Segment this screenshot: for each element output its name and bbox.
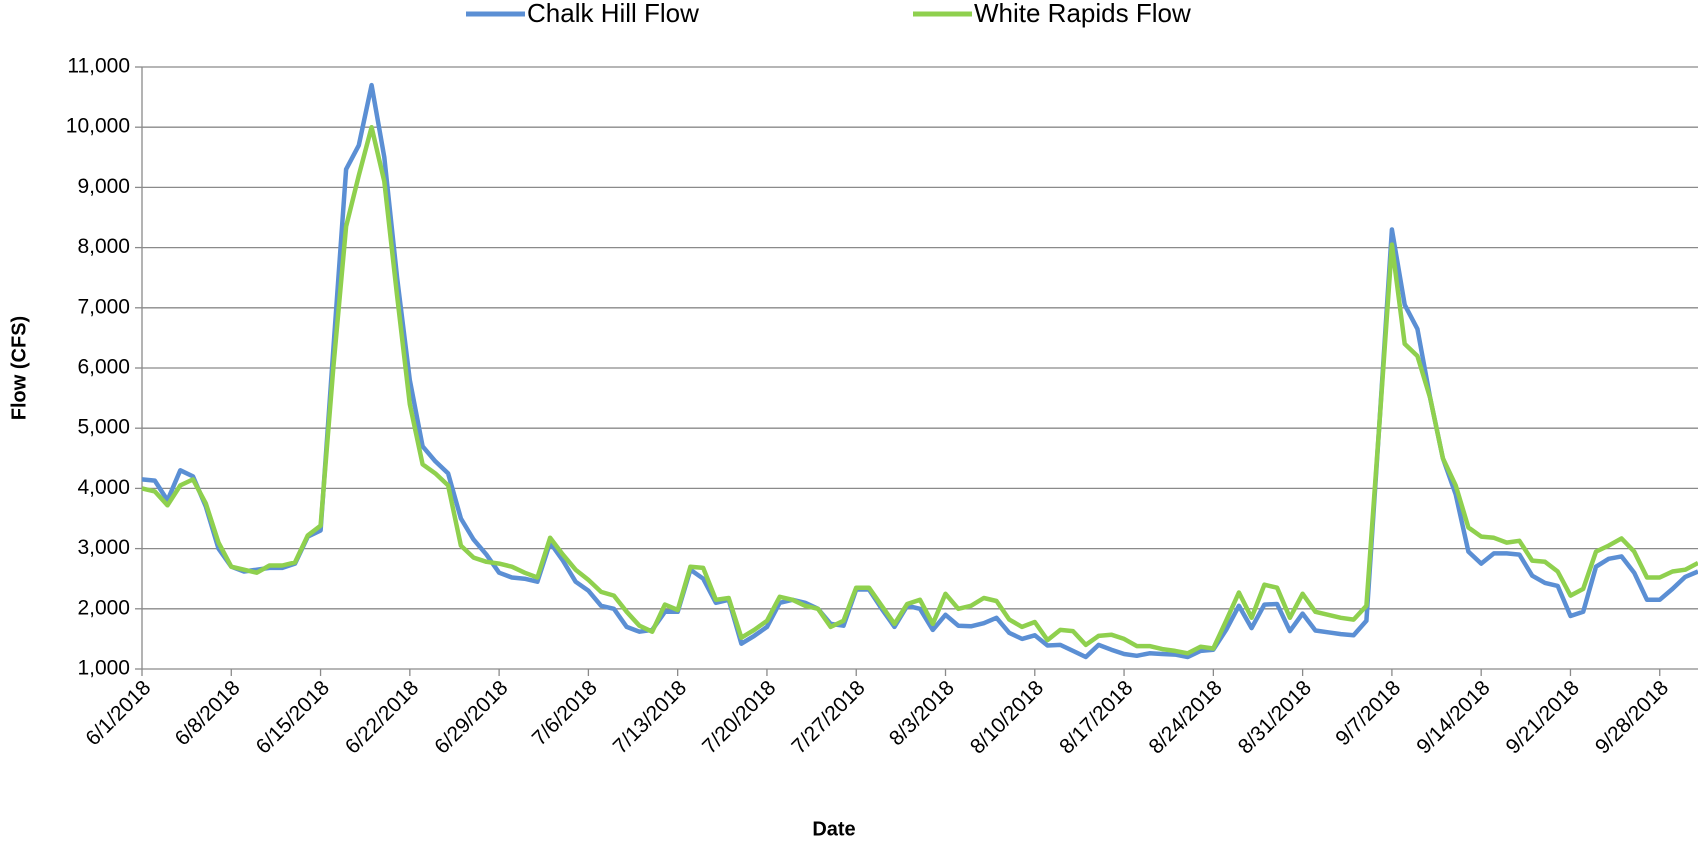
y-tick-label: 5,000	[77, 416, 130, 439]
legend-label: Chalk Hill Flow	[527, 0, 699, 28]
series-line	[141, 82, 1698, 660]
x-tick-label: 6/15/2018	[252, 676, 334, 758]
x-tick-label: 8/17/2018	[1055, 676, 1137, 758]
x-tick-label: 8/24/2018	[1144, 676, 1226, 758]
x-tick-label: 6/8/2018	[171, 676, 245, 750]
x-tick-label: 8/31/2018	[1234, 676, 1316, 758]
y-tick-label: 11,000	[67, 55, 130, 78]
y-tick-label: 10,000	[66, 115, 130, 138]
y-tick-label: 9,000	[77, 175, 130, 198]
x-tick-label: 6/1/2018	[81, 676, 155, 750]
x-tick-label: 7/6/2018	[528, 676, 602, 750]
y-tick-label: 6,000	[77, 356, 130, 379]
y-tick-label: 8,000	[77, 235, 130, 258]
x-tick-label: 6/22/2018	[341, 676, 423, 758]
x-tick-label: 7/27/2018	[787, 676, 869, 758]
x-tick-label: 9/21/2018	[1502, 676, 1584, 758]
x-tick-label: 6/29/2018	[430, 676, 512, 758]
x-tick-label: 7/13/2018	[609, 676, 691, 758]
y-tick-label: 3,000	[77, 536, 130, 559]
series-line	[141, 124, 1698, 656]
y-tick-label: 7,000	[77, 295, 130, 318]
y-tick-label: 2,000	[77, 596, 130, 619]
y-tick-label: 1,000	[77, 657, 130, 680]
x-tick-label: 9/7/2018	[1331, 676, 1405, 750]
x-tick-label: 8/10/2018	[966, 676, 1048, 758]
x-axis-title: Date	[812, 818, 855, 840]
legend-label: White Rapids Flow	[974, 0, 1191, 28]
x-tick-label: 7/20/2018	[698, 676, 780, 758]
x-tick-label: 9/28/2018	[1591, 676, 1673, 758]
y-tick-label: 4,000	[77, 476, 130, 499]
x-tick-label: 9/14/2018	[1412, 676, 1494, 758]
y-axis-title: Flow (CFS)	[8, 316, 30, 420]
x-tick-label: 8/3/2018	[885, 676, 959, 750]
